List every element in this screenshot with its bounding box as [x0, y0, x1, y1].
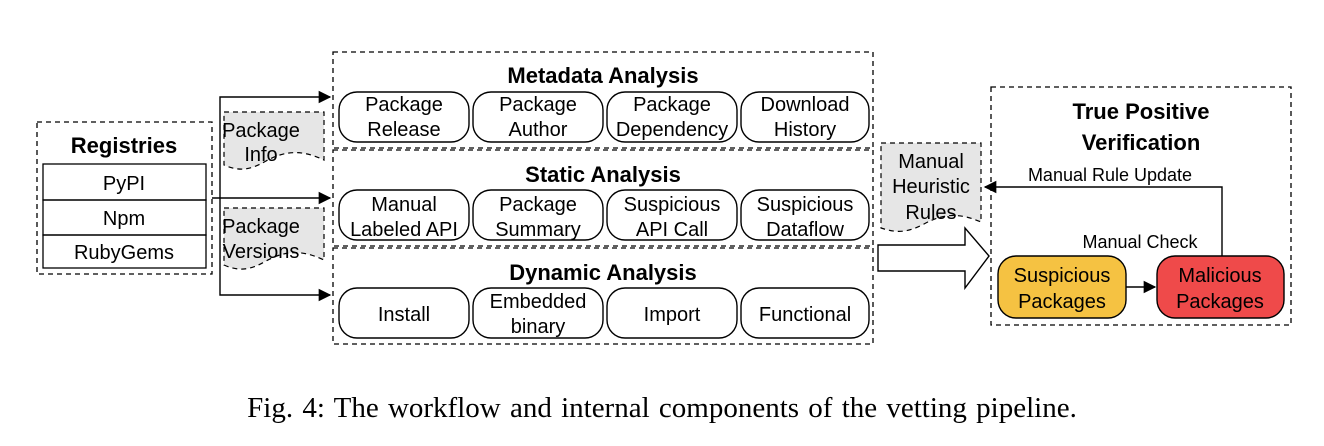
label-malicious-2: Packages: [1176, 291, 1264, 313]
label-suspicious-1: Suspicious: [1014, 265, 1111, 287]
metadata-analysis-title: Metadata Analysis: [507, 63, 698, 88]
static-analysis-title: Static Analysis: [525, 162, 681, 187]
package-versions-line1: Package: [222, 216, 300, 238]
package-info-line2: Info: [244, 144, 277, 166]
package-versions-doc: Package Versions: [222, 207, 325, 270]
registry-npm: Npm: [103, 208, 145, 230]
verification-group: True Positive Verification Manual Rule U…: [983, 86, 1292, 326]
label-manual-rule-update: Manual Rule Update: [1028, 165, 1192, 185]
label-package-author-1: Package: [499, 94, 577, 116]
box-package-summary: [472, 189, 604, 241]
label-manual-check: Manual Check: [1082, 232, 1198, 252]
verification-title-1: True Positive: [1073, 99, 1210, 124]
label-manual-labeled-api-2: Labeled API: [350, 219, 458, 241]
dynamic-analysis-title: Dynamic Analysis: [509, 260, 697, 285]
box-functional: [740, 287, 870, 339]
label-malicious-1: Malicious: [1178, 265, 1261, 287]
registries-frame: [36, 121, 213, 275]
label-manual-labeled-api-1: Manual: [371, 194, 437, 216]
label-package-author-2: Author: [509, 119, 568, 141]
box-suspicious-api-call: [606, 189, 738, 241]
registry-rubygems: RubyGems: [74, 242, 174, 264]
box-manual-labeled-api: [338, 189, 470, 241]
label-package-release-2: Release: [367, 119, 440, 141]
box-package-dependency: [606, 91, 738, 143]
box-package-release: [338, 91, 470, 143]
verification-title-2: Verification: [1082, 130, 1201, 155]
block-arrow-to-verification: [877, 226, 990, 291]
label-embedded-binary-1: Embedded: [490, 291, 587, 313]
arrow-manual-rule-update: [983, 180, 1223, 256]
registry-pypi: PyPI: [103, 173, 145, 195]
static-analysis-group: Static Analysis Manual Labeled API Packa…: [332, 149, 874, 247]
box-embedded-binary: [472, 287, 604, 339]
arrow-to-dynamic: [219, 198, 332, 302]
registries-title: Registries: [71, 133, 177, 158]
label-install: Install: [378, 304, 430, 326]
label-suspicious-dataflow-1: Suspicious: [757, 194, 854, 216]
manual-rules-line2: Heuristic: [892, 176, 970, 198]
box-import: [606, 287, 738, 339]
label-suspicious-api-call-2: API Call: [636, 219, 708, 241]
label-import: Import: [644, 304, 701, 326]
label-suspicious-dataflow-2: Dataflow: [766, 219, 844, 241]
label-embedded-binary-2: binary: [511, 316, 565, 338]
label-functional: Functional: [759, 304, 851, 326]
package-versions-line2: Versions: [223, 241, 300, 263]
manual-rules-line3: Rules: [905, 202, 956, 224]
label-package-summary-1: Package: [499, 194, 577, 216]
dynamic-analysis-group: Dynamic Analysis Install Embedded binary…: [332, 247, 874, 345]
figure-caption: Fig. 4: The workflow and internal compon…: [247, 392, 1077, 424]
box-install: [338, 287, 470, 339]
manual-rules-line1: Manual: [898, 151, 964, 173]
malicious-packages-box: [1156, 255, 1285, 319]
label-package-dependency-2: Dependency: [616, 119, 728, 141]
input-connectors: [212, 90, 332, 302]
manual-heuristic-rules-doc: Manual Heuristic Rules: [880, 142, 982, 232]
arrow-to-metadata: [219, 90, 332, 198]
registries-group: Registries PyPI Npm RubyGems: [36, 121, 213, 275]
label-suspicious-2: Packages: [1018, 291, 1106, 313]
registry-box-rubygems: [42, 234, 207, 269]
box-download-history: [740, 91, 870, 143]
label-package-release-1: Package: [365, 94, 443, 116]
box-suspicious-dataflow: [740, 189, 870, 241]
label-download-history-2: History: [774, 119, 836, 141]
label-suspicious-api-call-1: Suspicious: [624, 194, 721, 216]
label-download-history-1: Download: [761, 94, 850, 116]
label-package-summary-2: Summary: [495, 219, 581, 241]
box-package-author: [472, 91, 604, 143]
package-info-line1: Package: [222, 120, 300, 142]
label-package-dependency-1: Package: [633, 94, 711, 116]
metadata-analysis-group: Metadata Analysis Package Release Packag…: [332, 51, 874, 149]
package-info-doc: Package Info: [222, 111, 325, 170]
